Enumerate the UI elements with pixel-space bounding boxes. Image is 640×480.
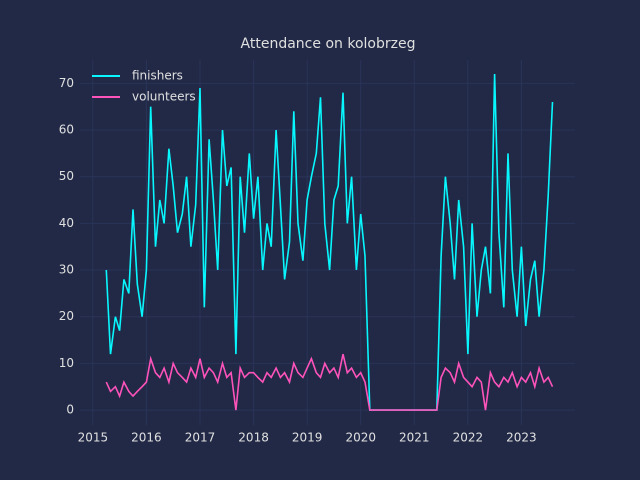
x-tick-label: 2023 <box>506 431 537 445</box>
x-tick-label: 2017 <box>185 431 216 445</box>
x-tick-label: 2019 <box>292 431 323 445</box>
y-tick-label: 40 <box>59 216 74 230</box>
y-tick-label: 50 <box>59 169 74 183</box>
legend-label: finishers <box>132 69 183 83</box>
x-tick-label: 2020 <box>345 431 376 445</box>
series-line <box>105 353 554 411</box>
x-tick-label: 2016 <box>131 431 162 445</box>
y-tick-label: 30 <box>59 263 74 277</box>
series-line <box>105 73 554 411</box>
y-tick-label: 20 <box>59 309 74 323</box>
chart-title: Attendance on kolobrzeg <box>241 36 416 52</box>
x-tick-label: 2021 <box>399 431 430 445</box>
x-tick-label: 2022 <box>453 431 484 445</box>
y-tick-label: 10 <box>59 356 74 370</box>
y-tick-label: 70 <box>59 76 74 90</box>
y-tick-label: 60 <box>59 123 74 137</box>
y-tick-label: 0 <box>66 403 74 417</box>
x-tick-label: 2015 <box>78 431 109 445</box>
legend-label: volunteers <box>132 90 196 104</box>
x-tick-label: 2018 <box>238 431 269 445</box>
